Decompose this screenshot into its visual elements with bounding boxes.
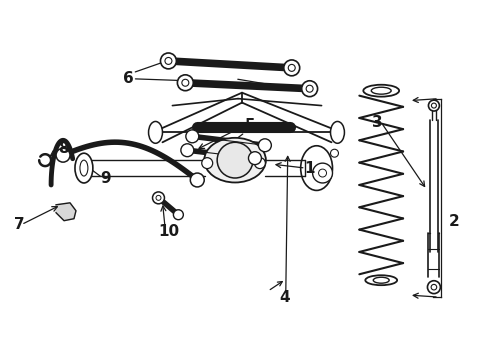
Polygon shape [56,203,76,221]
Circle shape [313,163,333,183]
Ellipse shape [301,146,333,190]
Circle shape [288,64,295,71]
Text: 5: 5 [245,118,255,133]
Ellipse shape [331,121,344,143]
Circle shape [258,139,271,152]
Circle shape [318,169,326,177]
Circle shape [156,195,161,201]
Text: 6: 6 [123,71,134,86]
Text: 8: 8 [58,141,68,156]
Ellipse shape [371,87,391,94]
Circle shape [306,85,313,92]
Ellipse shape [148,121,163,143]
Text: 4: 4 [279,289,290,305]
Ellipse shape [366,275,397,285]
Text: 10: 10 [158,224,179,239]
Text: 1: 1 [304,161,315,176]
Circle shape [217,142,253,178]
Circle shape [181,144,194,157]
Text: 7: 7 [14,217,24,232]
Circle shape [56,148,70,162]
Circle shape [284,60,300,76]
Ellipse shape [75,153,93,183]
Circle shape [254,158,266,168]
Circle shape [248,152,261,165]
Ellipse shape [80,160,88,176]
Circle shape [165,58,172,64]
Circle shape [331,149,339,157]
Circle shape [186,130,199,143]
Circle shape [190,173,204,187]
Text: 9: 9 [100,171,111,185]
Circle shape [177,75,193,91]
Ellipse shape [363,85,399,96]
Circle shape [427,281,441,294]
Ellipse shape [373,277,389,283]
Text: 3: 3 [372,115,383,130]
Circle shape [173,210,183,220]
Circle shape [428,100,440,111]
Circle shape [302,81,318,96]
Circle shape [161,53,176,69]
Ellipse shape [204,138,266,183]
Circle shape [431,103,437,108]
Circle shape [431,284,437,290]
Circle shape [202,158,213,168]
Text: 2: 2 [448,214,459,229]
Circle shape [182,79,189,86]
Circle shape [152,192,165,204]
